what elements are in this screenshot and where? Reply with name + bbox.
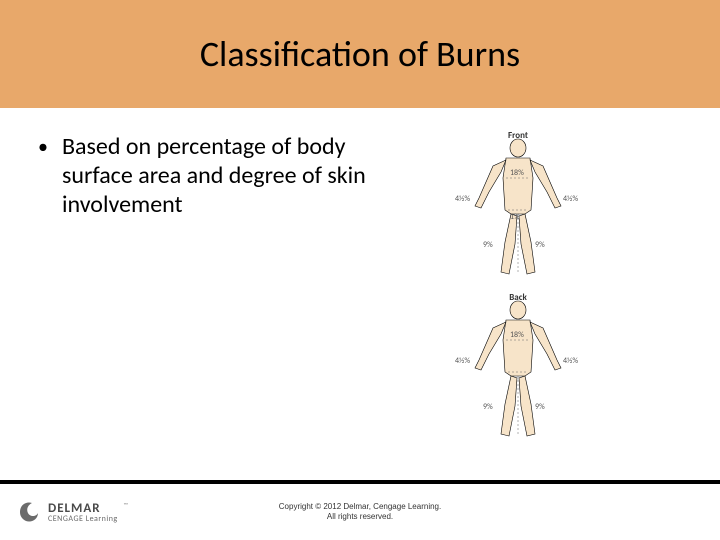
figure-label-back: Back [509, 292, 527, 303]
title-band: Classification of Burns [0, 0, 720, 108]
percentage-label: 18% [510, 168, 524, 178]
copyright-text: Copyright © 2012 Delmar, Cengage Learnin… [279, 502, 441, 521]
bullet-list: • Based on percentage of body surface ar… [38, 132, 393, 442]
copyright-line2: All rights reserved. [279, 512, 441, 522]
percentage-label: 9% [535, 240, 545, 250]
publisher-logo: DELMAR CENGAGE Learning ™ [16, 499, 128, 525]
percentage-label: 4½% [563, 356, 578, 366]
percentage-label: 4½% [563, 194, 578, 204]
body-figure-back: Back 18% 4½% 4½% 9% 9% [443, 294, 593, 442]
bullet-text: Based on percentage of body surface area… [62, 132, 393, 219]
logo-line1: DELMAR [48, 502, 118, 515]
logo-line2: CENGAGE Learning [48, 515, 118, 523]
logo-icon [16, 499, 42, 525]
logo-text: DELMAR CENGAGE Learning [48, 502, 118, 523]
percentage-label: 9% [535, 402, 545, 412]
body-figure-front: Front 18% 4½% 4½% 1% 9% 9% [443, 132, 593, 280]
content-area: • Based on percentage of body surface ar… [0, 108, 720, 442]
body-diagram: Front 18% 4½% 4½% 1% 9% 9% Back 18% 4½% 4½% 9% 9% [428, 132, 608, 442]
body-svg-front [443, 132, 593, 280]
footer-bar: DELMAR CENGAGE Learning ™ Copyright © 20… [0, 484, 720, 540]
copyright-line1: Copyright © 2012 Delmar, Cengage Learnin… [279, 502, 441, 512]
percentage-label: 9% [483, 402, 493, 412]
slide-title: Classification of Burns [200, 32, 520, 76]
bullet-item: • Based on percentage of body surface ar… [38, 132, 393, 219]
percentage-label: 4½% [455, 356, 470, 366]
percentage-label: 4½% [455, 194, 470, 204]
percentage-label: 1% [510, 212, 520, 222]
footer: DELMAR CENGAGE Learning ™ Copyright © 20… [0, 480, 720, 540]
percentage-label: 18% [510, 330, 524, 340]
percentage-label: 9% [483, 240, 493, 250]
trademark: ™ [124, 501, 128, 509]
figure-label-front: Front [508, 130, 528, 141]
body-svg-back [443, 294, 593, 442]
bullet-marker: • [38, 132, 48, 162]
